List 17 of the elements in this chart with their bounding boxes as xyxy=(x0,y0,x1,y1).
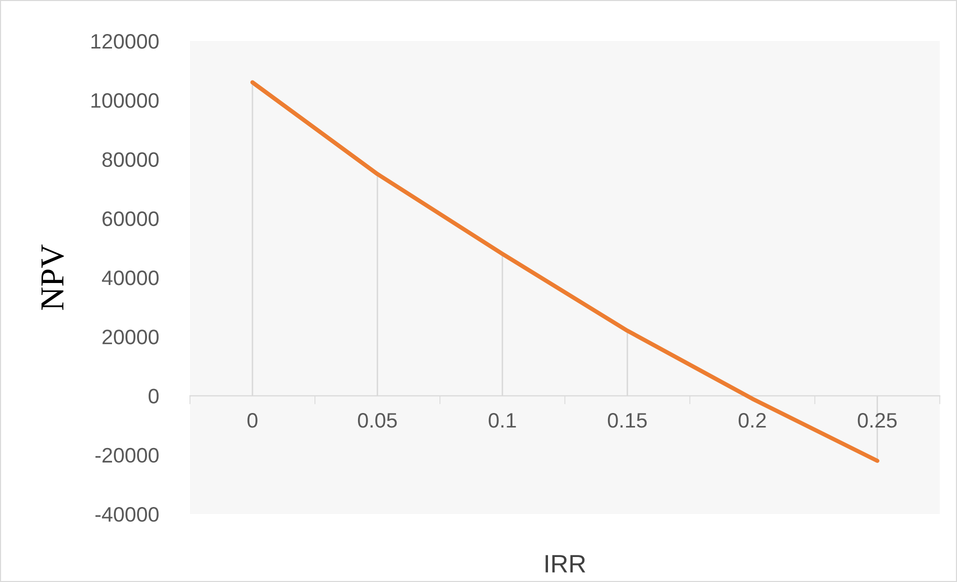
x-tick-label: 0.25 xyxy=(858,412,897,428)
y-tick-label: -40000 xyxy=(95,507,159,522)
x-tick-label: 0.2 xyxy=(738,412,766,428)
y-tick-label: 120000 xyxy=(91,34,159,49)
y-tick-label: 40000 xyxy=(102,270,159,286)
x-tick-label: 0 xyxy=(247,412,258,428)
x-tick-label: 0.1 xyxy=(488,412,516,428)
y-tick-label: 80000 xyxy=(102,152,159,167)
y-tick-label: 60000 xyxy=(102,211,159,226)
y-tick-label: 100000 xyxy=(91,93,159,108)
y-tick-label: -20000 xyxy=(95,448,159,463)
x-axis-title: IRR xyxy=(546,555,586,572)
x-tick-label: 0.15 xyxy=(608,412,647,428)
x-tick-label: 0.05 xyxy=(358,412,397,428)
y-tick-label: 0 xyxy=(148,388,159,404)
y-axis-title: NPV xyxy=(42,244,64,310)
y-tick-label: 20000 xyxy=(102,330,159,344)
